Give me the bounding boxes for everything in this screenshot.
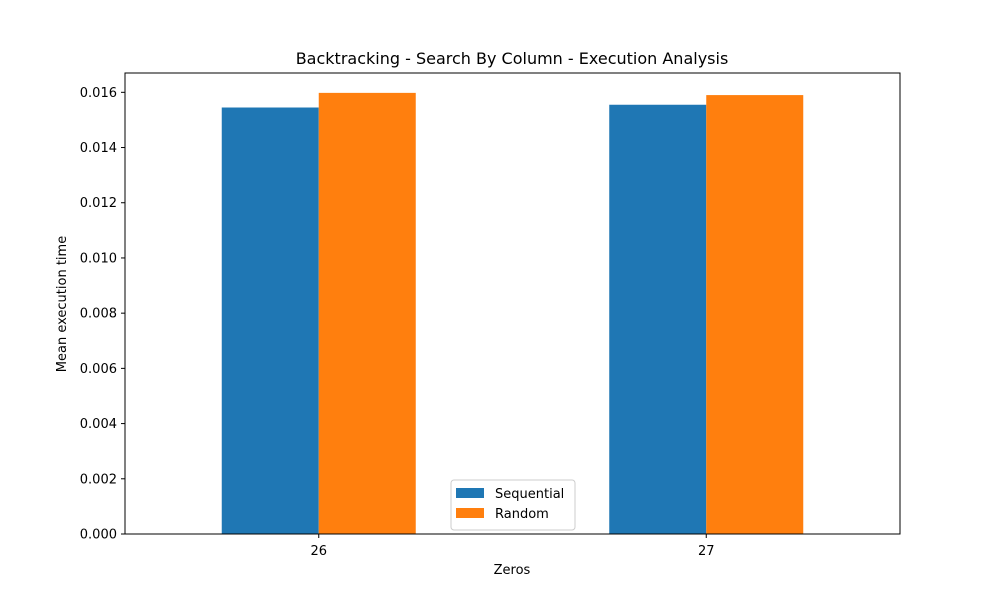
y-tick-label-0.012: 0.012	[80, 196, 117, 211]
x-tick-label-27: 27	[698, 544, 715, 559]
x-tick-label-26: 26	[310, 544, 327, 559]
legend-label-random: Random	[495, 507, 549, 522]
plot-frame	[124, 72, 901, 535]
legend-label-sequential: Sequential	[495, 487, 564, 502]
bar-random-27	[706, 95, 804, 534]
y-axis-label: Mean execution time	[55, 236, 70, 372]
y-tick-label-0.000: 0.000	[80, 528, 117, 543]
plot-area: 26 27 0.000 0.002 0.004 0.006 0.008 0.010 0.012 0…	[80, 72, 901, 559]
y-tick-label-0.004: 0.004	[80, 417, 117, 432]
chart-title: Backtracking - Search By Column - Execut…	[296, 49, 729, 68]
y-tick-label-0.016: 0.016	[80, 86, 117, 101]
legend-swatch-random	[456, 508, 484, 518]
y-tick-label-0.010: 0.010	[80, 251, 117, 266]
y-tick-label-0.002: 0.002	[80, 472, 117, 487]
bar-random-26	[318, 92, 416, 534]
legend-swatch-sequential	[456, 488, 484, 498]
y-tick-label-0.014: 0.014	[80, 141, 117, 156]
y-tick-label-0.008: 0.008	[80, 307, 117, 322]
x-axis-label: Zeros	[494, 563, 531, 578]
y-tick-label-0.006: 0.006	[80, 362, 117, 377]
bar-sequential-26	[221, 107, 319, 535]
bar-sequential-27	[609, 104, 707, 534]
